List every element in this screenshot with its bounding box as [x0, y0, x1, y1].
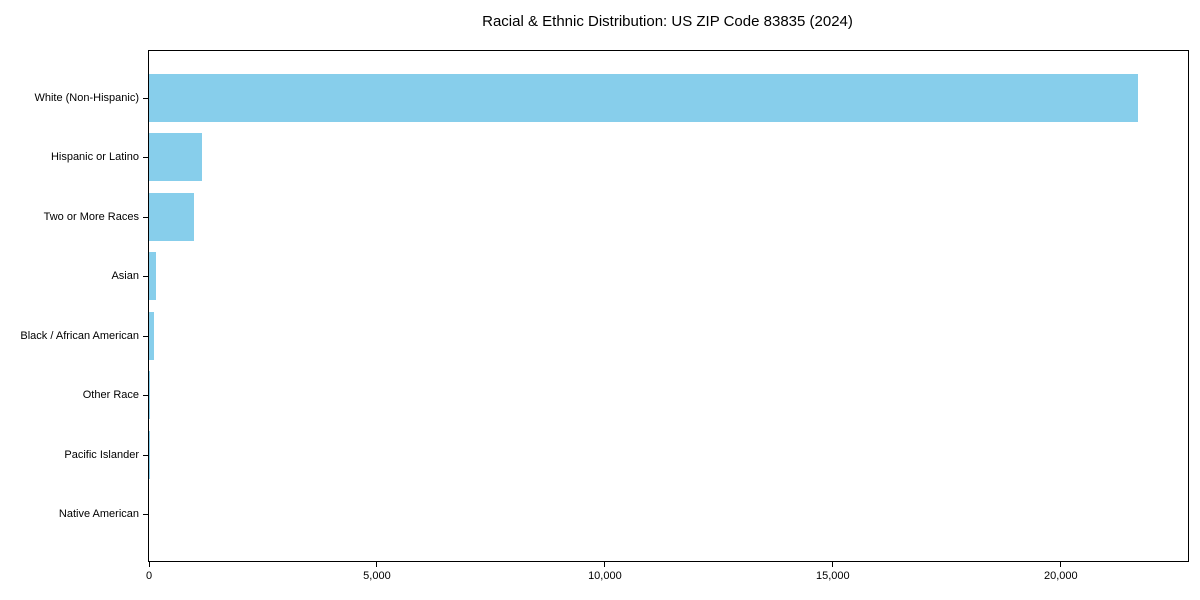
bar — [149, 430, 150, 479]
x-tick — [376, 562, 378, 567]
y-axis-label: Other Race — [82, 389, 139, 402]
x-axis-tick-label: 5,000 — [363, 570, 391, 582]
chart-title: Racial & Ethnic Distribution: US ZIP Cod… — [482, 13, 853, 30]
y-axis-label: Two or More Races — [43, 210, 139, 223]
y-axis-label: Hispanic or Latino — [50, 151, 139, 164]
y-axis-label: Asian — [111, 270, 139, 283]
x-axis-tick-label: 0 — [145, 570, 153, 582]
bar — [149, 252, 157, 301]
bar — [149, 74, 1139, 122]
x-tick — [1060, 562, 1062, 567]
y-axis-label: Black / African American — [20, 329, 139, 342]
x-axis-tick-label: 10,000 — [588, 570, 622, 582]
plot-area: White (Non-Hispanic) Hispanic or Latino Tw… — [20, 50, 1189, 582]
y-tick — [143, 395, 148, 396]
y-tick — [143, 336, 148, 337]
y-tick — [143, 157, 148, 158]
bar — [149, 192, 195, 241]
y-tick — [143, 217, 148, 218]
x-axis-tick-label: 20,000 — [1043, 570, 1078, 582]
y-tick — [143, 514, 148, 515]
y-tick — [143, 276, 148, 277]
bar — [149, 371, 151, 420]
y-axis-label: Native American — [58, 508, 139, 520]
bar — [149, 311, 154, 360]
x-tick — [148, 562, 150, 567]
x-tick — [832, 562, 834, 567]
y-axis-label: Pacific Islander — [64, 448, 139, 461]
x-axis-tick-label: 15,000 — [816, 570, 850, 582]
y-axis-label: White (Non-Hispanic) — [34, 92, 139, 104]
y-tick — [143, 455, 148, 456]
bar — [149, 133, 202, 182]
x-tick — [604, 562, 606, 567]
y-tick — [143, 98, 148, 99]
